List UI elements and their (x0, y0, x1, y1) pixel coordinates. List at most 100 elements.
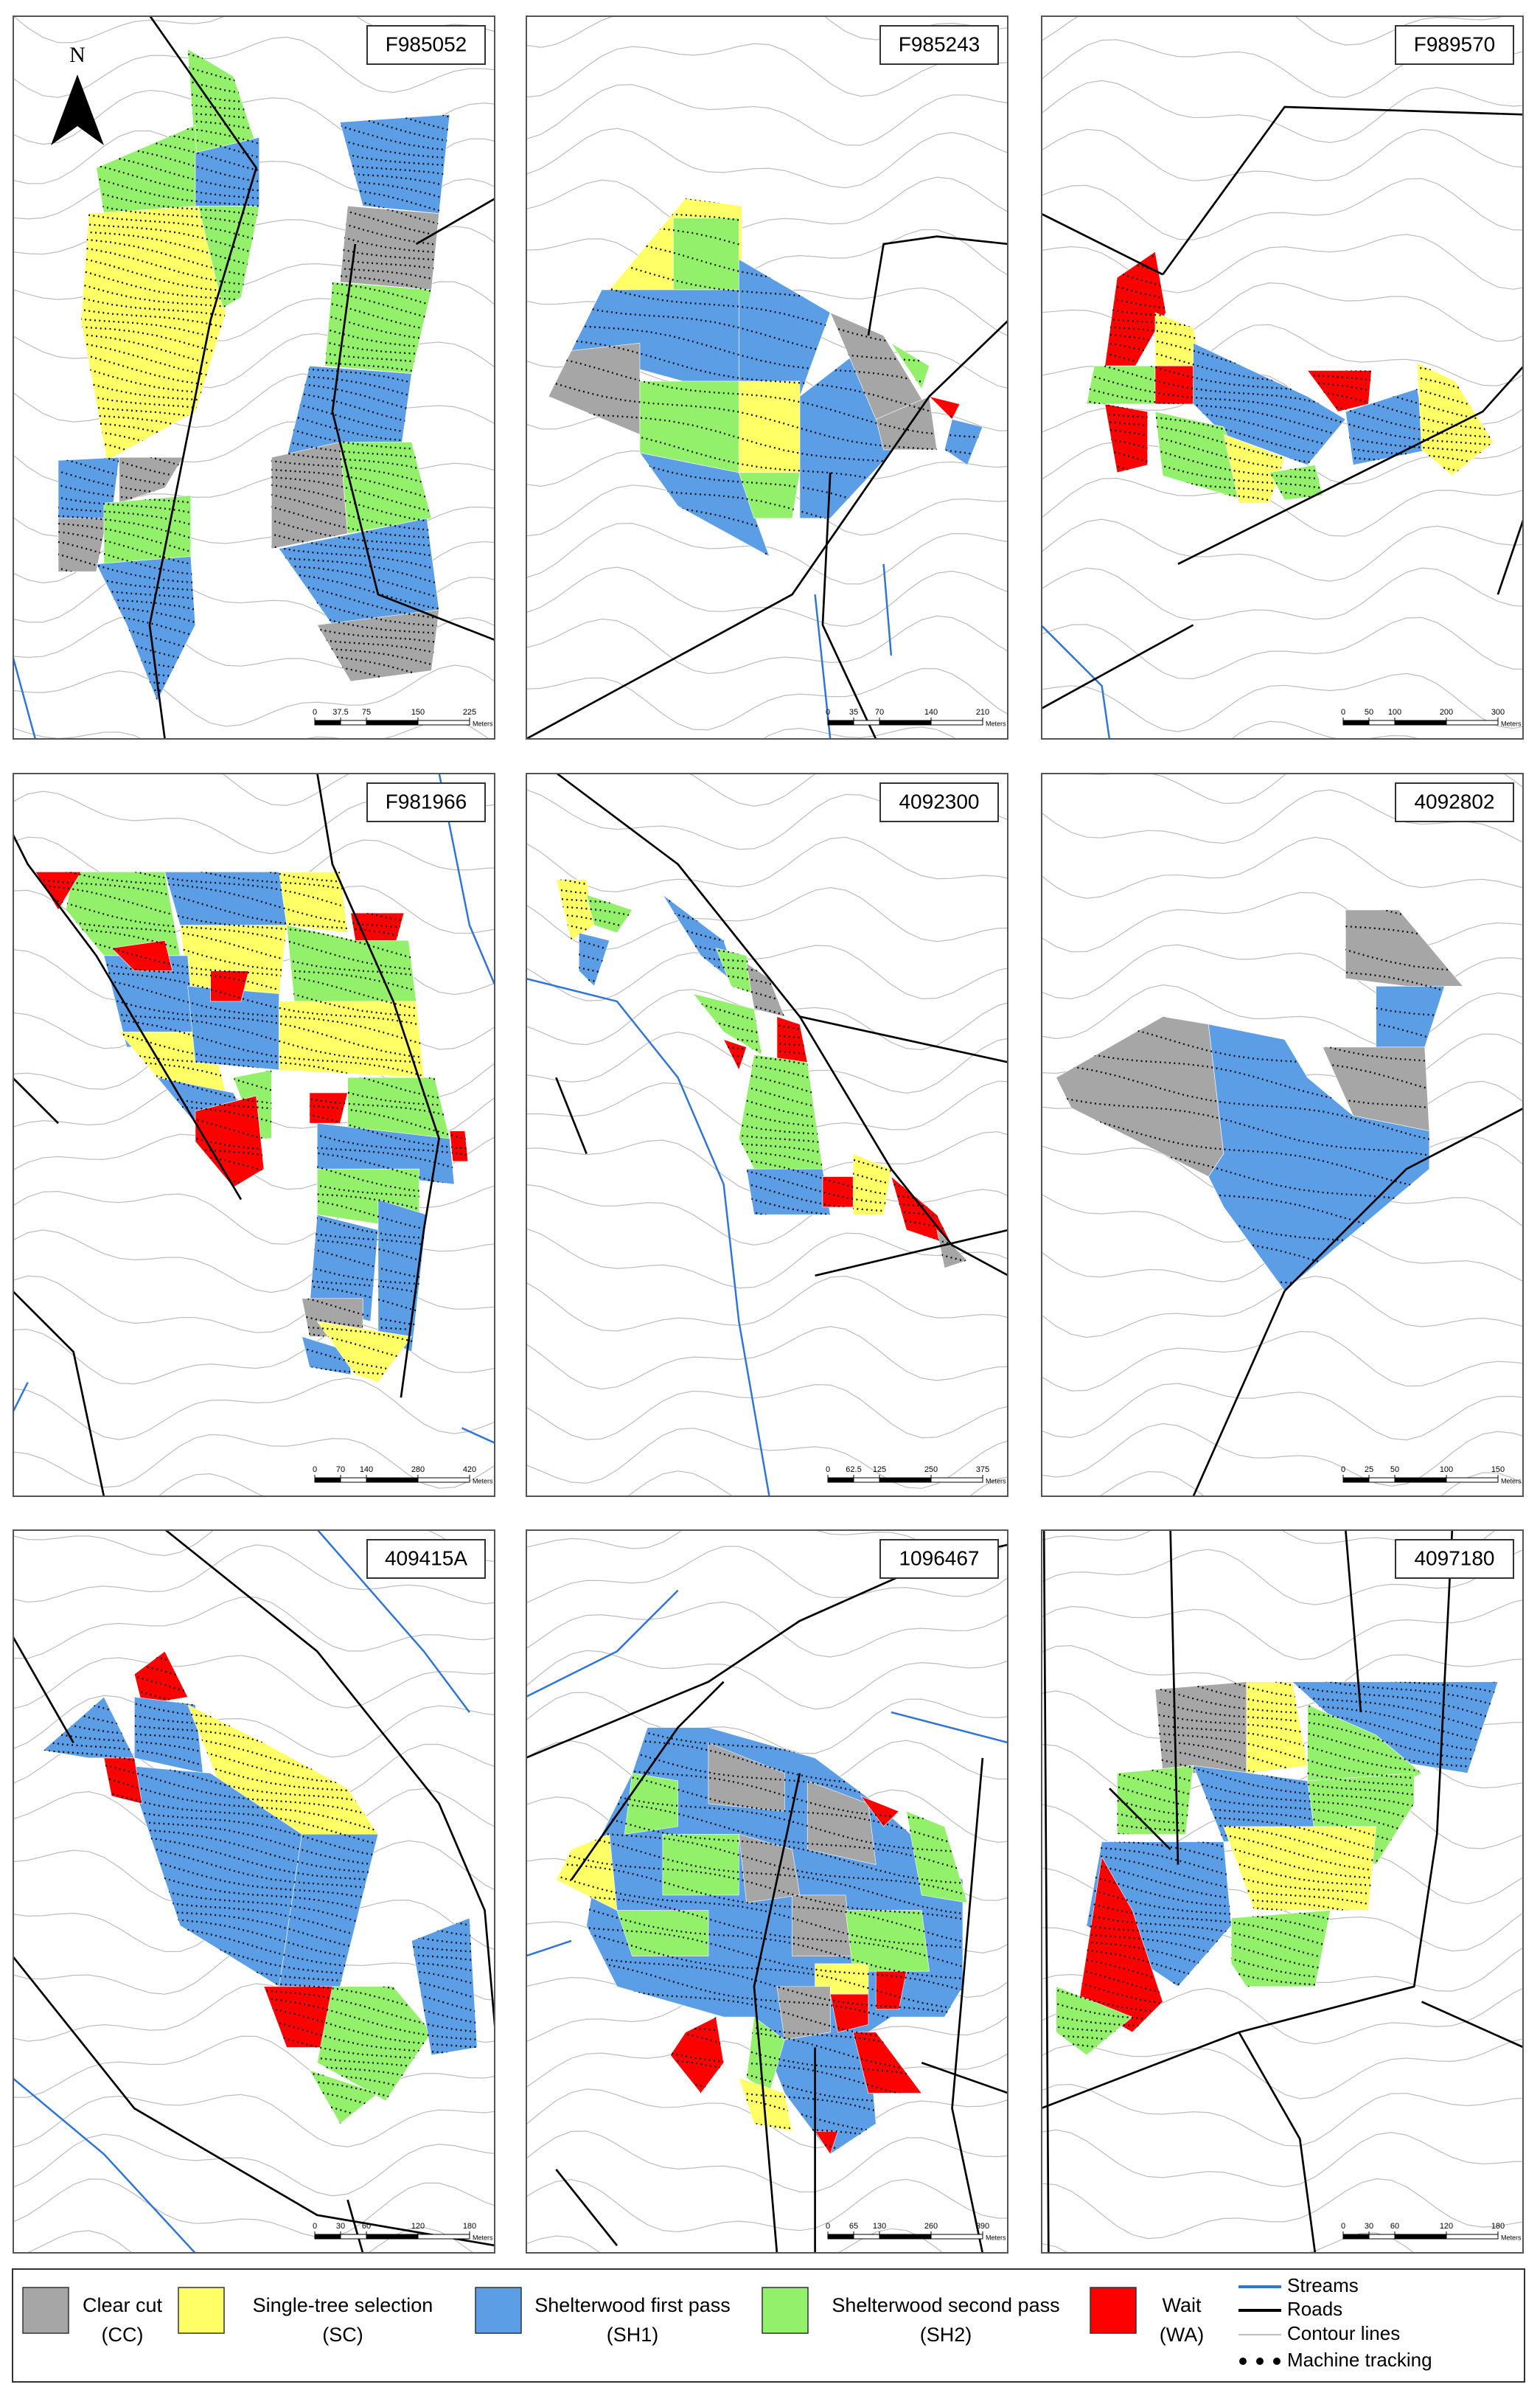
tracking-line (1056, 1108, 1463, 1199)
tracking-line (1056, 1993, 1498, 2055)
scale-label: 225 (463, 708, 476, 717)
stand-wa (928, 395, 961, 420)
contour-line (13, 1544, 495, 1605)
contour-line (1041, 567, 1524, 621)
road (1041, 624, 1194, 710)
scale-label: 0 (1341, 1465, 1345, 1474)
stand-wa (1104, 403, 1148, 473)
contour-line (13, 1275, 495, 1333)
stand-sh2 (624, 1773, 678, 1835)
panel-id: F985052 (386, 32, 467, 55)
tracking-line (1086, 343, 1494, 433)
stand-cc (875, 396, 938, 451)
contour-line (526, 2130, 1008, 2193)
scale-bar-segment (853, 720, 880, 726)
tracking-line (556, 1859, 968, 1950)
stream (461, 1427, 495, 1445)
tracking-line (1056, 1692, 1498, 1785)
stand-sh1 (96, 556, 196, 702)
scale-bar-segment (853, 2234, 880, 2240)
scale-label: 0 (313, 708, 317, 717)
contour-line (526, 615, 1008, 675)
panel-id-box (366, 782, 486, 822)
legend-line-label: Contour lines (1287, 2322, 1400, 2344)
legend-swatch (178, 2287, 225, 2334)
legend-swatch (762, 2287, 809, 2334)
scale-label: 30 (1365, 2222, 1373, 2231)
road (555, 2168, 619, 2246)
tracking-line (556, 1763, 968, 1855)
scale-bar-segment (314, 2234, 341, 2240)
panel-frame (13, 1529, 495, 2254)
map-panel: 1096467 0 65 130 260 390 Meters (526, 1529, 1008, 2254)
tracking-line (556, 1829, 968, 1919)
scale-bar-segment (1446, 1477, 1499, 1483)
contour-line (1041, 836, 1524, 899)
scale-label: 100 (1388, 708, 1401, 717)
legend-abbr: (SH1) (607, 2324, 659, 2346)
stand-wa (133, 1650, 189, 1705)
tracking-line (1056, 1062, 1463, 1152)
contour-line (526, 523, 1008, 585)
tracking-line (35, 887, 468, 979)
scale-label: 60 (362, 2222, 371, 2231)
panel-id-box (1395, 1539, 1514, 1579)
stand-sh2 (1230, 1910, 1331, 1987)
stream (13, 1381, 29, 1414)
scale-bar-segment (1446, 720, 1499, 726)
panel-id: 4092300 (899, 790, 979, 813)
road (1177, 365, 1524, 566)
tracking-line (1056, 1681, 1498, 1757)
scale-bar-segment (879, 1477, 932, 1483)
stand-sh2 (891, 342, 930, 389)
contour-line (1041, 1331, 1524, 1392)
contour-line (526, 84, 1008, 146)
legend-dot (1239, 2358, 1247, 2365)
tracking-line (58, 493, 450, 588)
scale-unit: Meters (473, 720, 493, 727)
panel-id: 4097180 (1414, 1546, 1494, 1569)
scale-bar-segment (366, 2234, 419, 2240)
tracking-line (58, 479, 450, 575)
tracking-line (1056, 1681, 1498, 1765)
scale-label: 0 (826, 2222, 830, 2231)
stand-sh2 (845, 1910, 930, 1972)
legend-dot (1273, 2358, 1281, 2365)
contour-line (1041, 15, 1506, 46)
road (1162, 105, 1524, 276)
scale-label: 120 (1440, 2222, 1453, 2231)
road (148, 15, 258, 740)
scale-label: 100 (1440, 1465, 1453, 1474)
stand-sh1 (411, 1917, 478, 2056)
road (1041, 1529, 1454, 2110)
scale-label: 70 (875, 708, 884, 717)
legend-swatch (22, 2287, 69, 2334)
stand-wa (449, 1130, 469, 1162)
legend-swatch (475, 2287, 522, 2334)
tracking-line (556, 1960, 968, 2054)
contour-line (526, 836, 1008, 892)
scale-bar-segment (1368, 720, 1396, 726)
road (1041, 212, 1163, 276)
stand-sh2 (1117, 1765, 1194, 1835)
scale-bar-segment (340, 1477, 367, 1483)
stand-wa (829, 1993, 869, 2033)
scale-unit: Meters (986, 720, 1006, 727)
tracking-line (58, 144, 450, 235)
contour-line (156, 1473, 267, 1497)
panel-id-box (879, 1539, 999, 1579)
contour-line (220, 773, 354, 806)
tracking-line (556, 1092, 968, 1183)
tracking-line (556, 935, 968, 1029)
scale-label: 300 (1491, 708, 1505, 717)
tracking-line (35, 1054, 468, 1146)
contour-line (1041, 2083, 1524, 2147)
contour-line (526, 1546, 1008, 1604)
tracking-line (556, 1768, 968, 1861)
tracking-line (556, 1893, 968, 1984)
tracking-line (1056, 1681, 1498, 1729)
panel-frame (526, 1529, 1008, 2254)
scale-bar-segment (879, 2234, 932, 2240)
panel-frame (13, 773, 495, 1497)
scale-label: 62.5 (846, 1465, 861, 1474)
